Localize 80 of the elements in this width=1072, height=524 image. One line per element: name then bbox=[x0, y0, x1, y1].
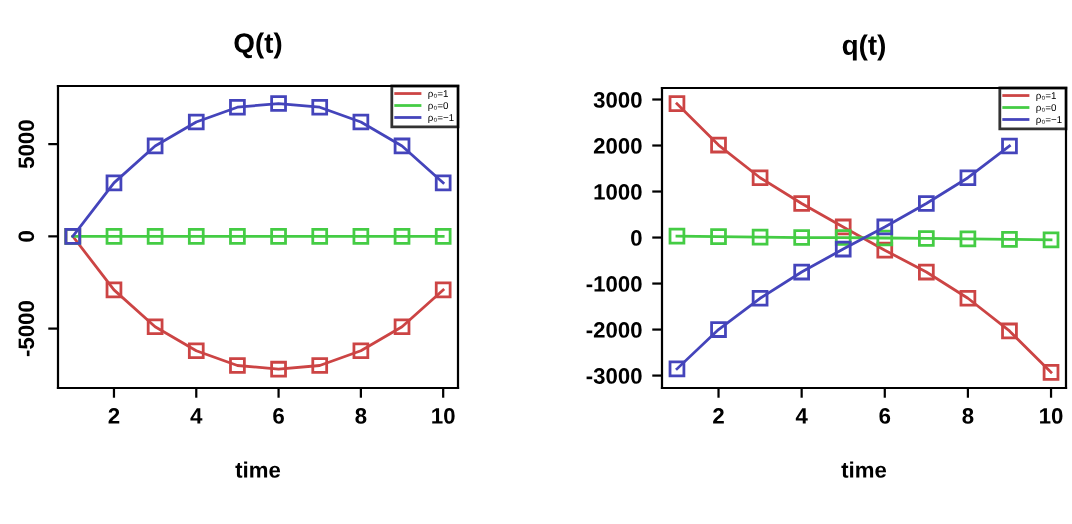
point bbox=[918, 195, 935, 212]
point bbox=[105, 281, 123, 299]
point bbox=[311, 357, 329, 374]
y-tick-label: -5000 bbox=[18, 301, 35, 357]
chart-title: Q(t) bbox=[234, 32, 282, 59]
point bbox=[393, 137, 411, 155]
point bbox=[793, 263, 810, 281]
point bbox=[146, 137, 164, 155]
point bbox=[270, 228, 287, 245]
x-axis-title: time bbox=[841, 461, 887, 478]
point bbox=[393, 228, 411, 245]
x-tick-label: 2 bbox=[713, 408, 724, 424]
point bbox=[793, 195, 810, 212]
point bbox=[434, 174, 452, 192]
point bbox=[105, 228, 123, 245]
point bbox=[959, 169, 977, 187]
point bbox=[751, 228, 769, 246]
point bbox=[229, 228, 246, 245]
x-tick-label: 4 bbox=[795, 408, 808, 424]
point bbox=[434, 281, 452, 299]
point bbox=[1001, 137, 1018, 155]
point bbox=[710, 321, 727, 338]
point bbox=[834, 229, 852, 246]
point bbox=[352, 228, 370, 245]
point bbox=[229, 357, 246, 374]
point bbox=[876, 229, 894, 247]
point bbox=[793, 229, 810, 246]
x-axis-title: time bbox=[235, 461, 281, 478]
point bbox=[1001, 322, 1018, 340]
point bbox=[393, 318, 411, 336]
y-tick-label: 0 bbox=[631, 230, 642, 246]
point bbox=[834, 218, 852, 236]
x-tick-label: 6 bbox=[273, 408, 284, 424]
y-tick-label: -1000 bbox=[586, 276, 642, 292]
point bbox=[668, 360, 686, 378]
point bbox=[311, 98, 329, 116]
point bbox=[105, 174, 123, 192]
point bbox=[751, 289, 769, 307]
point bbox=[876, 241, 894, 259]
y-tick-label: 5000 bbox=[18, 120, 35, 169]
point bbox=[270, 95, 287, 112]
point bbox=[187, 342, 205, 360]
point bbox=[146, 318, 164, 336]
point bbox=[876, 218, 894, 236]
y-tick-label: 3000 bbox=[593, 92, 642, 108]
x-tick-label: 8 bbox=[962, 408, 974, 424]
point bbox=[1042, 364, 1060, 381]
x-tick-label: 2 bbox=[108, 408, 120, 424]
point bbox=[668, 227, 686, 245]
x-tick-label: 8 bbox=[355, 408, 367, 424]
chart-title: q(t) bbox=[842, 34, 885, 61]
point bbox=[959, 289, 977, 307]
point bbox=[434, 228, 452, 245]
point bbox=[834, 240, 852, 258]
point bbox=[270, 360, 287, 378]
x-tick-label: 4 bbox=[190, 408, 203, 424]
point bbox=[352, 113, 370, 131]
point bbox=[710, 136, 727, 154]
y-tick-label: -2000 bbox=[586, 322, 642, 338]
point bbox=[959, 230, 977, 248]
point bbox=[229, 98, 246, 116]
point bbox=[918, 230, 935, 247]
point bbox=[1042, 231, 1060, 249]
point bbox=[751, 169, 769, 187]
point bbox=[187, 228, 205, 245]
y-tick-label: 1000 bbox=[594, 184, 642, 200]
point bbox=[1001, 231, 1018, 248]
point bbox=[352, 342, 370, 360]
y-tick-label: 0 bbox=[18, 231, 35, 242]
x-tick-label: 6 bbox=[879, 408, 891, 424]
point bbox=[187, 113, 205, 131]
point bbox=[311, 228, 329, 245]
point bbox=[710, 228, 727, 245]
point bbox=[146, 228, 164, 245]
y-tick-label: -3000 bbox=[586, 368, 642, 384]
point bbox=[918, 263, 935, 281]
y-tick-label: 2000 bbox=[593, 138, 642, 154]
x-tick-label: 10 bbox=[1040, 408, 1063, 424]
point bbox=[668, 95, 686, 112]
x-tick-label: 10 bbox=[432, 408, 455, 424]
